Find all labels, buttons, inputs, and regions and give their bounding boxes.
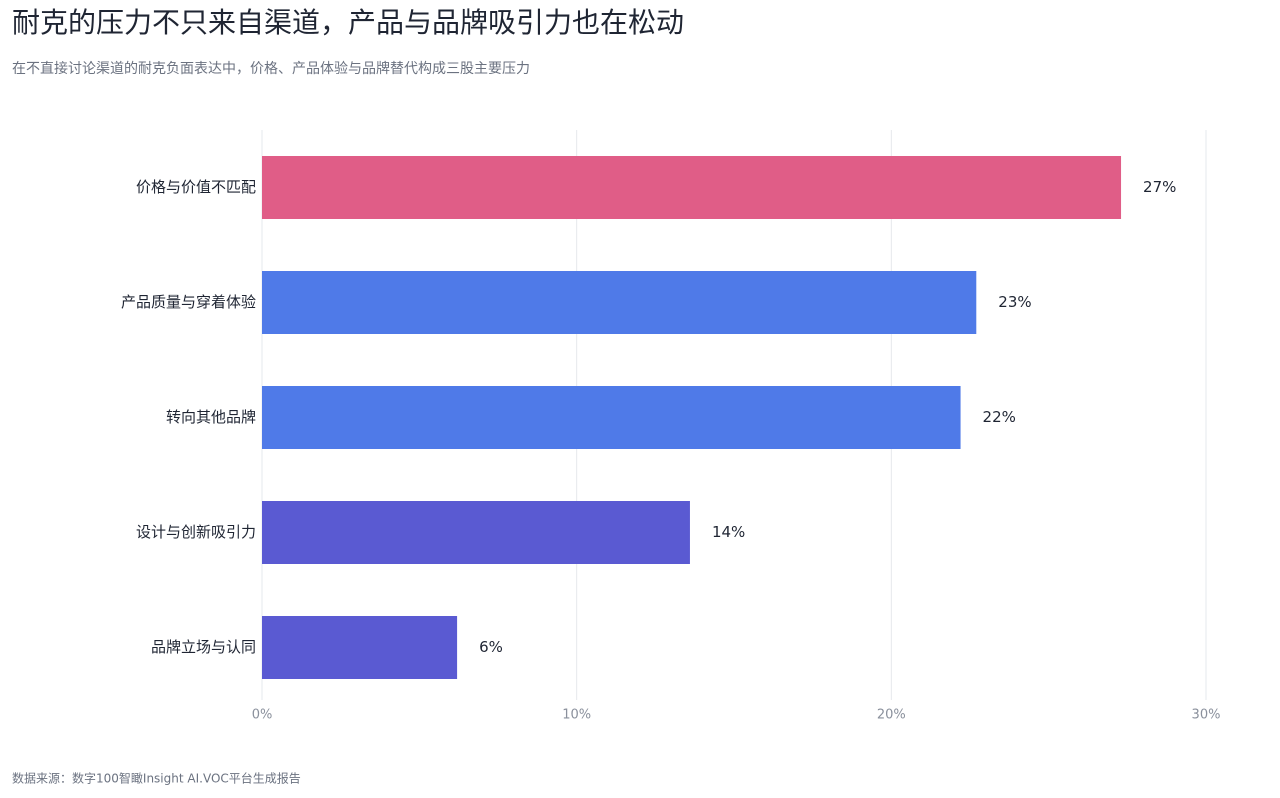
value-label: 23% <box>998 293 1031 311</box>
x-tick-label: 10% <box>562 708 591 723</box>
y-tick-label: 品牌立场与认同 <box>151 638 256 656</box>
value-label: 22% <box>983 408 1016 426</box>
value-label: 6% <box>479 638 503 656</box>
bar <box>262 616 458 679</box>
bar <box>262 271 977 334</box>
x-tick-label: 0% <box>252 708 273 723</box>
x-tick-label: 30% <box>1192 708 1221 723</box>
bar <box>262 386 961 449</box>
y-tick-label: 转向其他品牌 <box>166 408 256 426</box>
y-tick-label: 价格与价值不匹配 <box>136 178 256 196</box>
bar <box>262 156 1122 219</box>
chart-title: 耐克的压力不只来自渠道，产品与品牌吸引力也在松动 <box>12 6 684 39</box>
x-tick-label: 20% <box>877 708 906 723</box>
y-tick-label: 设计与创新吸引力 <box>136 523 256 541</box>
source-note: 数据来源：数字100智瞰Insight AI.VOC平台生成报告 <box>12 771 301 786</box>
chart-subtitle: 在不直接讨论渠道的耐克负面表达中，价格、产品体验与品牌替代构成三股主要压力 <box>12 60 530 77</box>
value-label: 27% <box>1143 178 1176 196</box>
y-tick-label: 产品质量与穿着体验 <box>121 293 256 311</box>
bar <box>262 501 690 564</box>
value-label: 14% <box>712 523 745 541</box>
